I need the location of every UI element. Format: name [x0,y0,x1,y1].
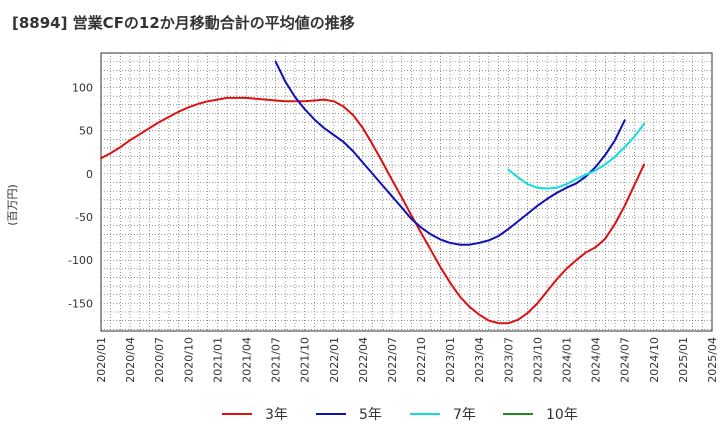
x-tick-label: 2020/04 [124,337,137,383]
x-tick-label: 2024/01 [561,337,574,383]
x-tick-label: 2022/01 [328,337,341,383]
y-tick-label: 0 [86,168,93,181]
x-tick-label: 2023/01 [444,337,457,383]
x-tick-label: 2023/04 [473,337,486,383]
y-tick-label: -150 [68,297,93,310]
grid [101,53,712,331]
x-tick-label: 2020/10 [182,337,195,383]
chart-title: [8894] 営業CFの12か月移動合計の平均値の推移 [12,14,355,32]
x-tick-label: 2021/07 [270,337,283,383]
x-tick-label: 2020/07 [153,337,166,383]
y-tick-label: 100 [72,82,93,95]
series-layer [100,60,646,325]
x-tick-label: 2024/07 [619,337,632,383]
legend-label: 7年 [453,407,476,423]
x-tick-label: 2021/04 [240,337,253,383]
legend-label: 3年 [265,407,288,423]
y-axis-title: (百万円) [6,184,19,226]
x-tick-label: 2021/10 [299,337,312,383]
x-tick-label: 2021/01 [211,337,224,383]
x-tick-label: 2023/10 [531,337,544,383]
series-line-1 [100,96,646,325]
legend: 3年 5年 7年 10年 [222,407,578,423]
x-tick-label: 2023/07 [502,337,515,383]
x-tick-label: 2022/07 [386,337,399,383]
x-tick-label: 2025/04 [706,337,719,383]
x-axis: 2020/01 2020/04 2020/07 2020/10 2021/01 2021/… [95,337,719,383]
y-tick-label: -100 [68,254,93,267]
x-tick-label: 2025/01 [677,337,690,383]
x-tick-label: 2022/10 [415,337,428,383]
y-tick-label: 50 [79,125,93,138]
x-tick-label: 2024/10 [648,337,661,383]
legend-label: 10年 [546,407,578,423]
legend-label: 5年 [359,407,382,423]
x-tick-label: 2022/04 [357,337,370,383]
x-tick-label: 2020/01 [95,337,108,383]
plot-frame [100,52,713,332]
x-tick-label: 2024/04 [590,337,603,383]
y-tick-label: -50 [75,211,93,224]
series-line-2 [274,60,626,246]
y-axis: 100 50 0 -50 -100 -150 [68,82,93,311]
series-line-3 [507,122,646,190]
